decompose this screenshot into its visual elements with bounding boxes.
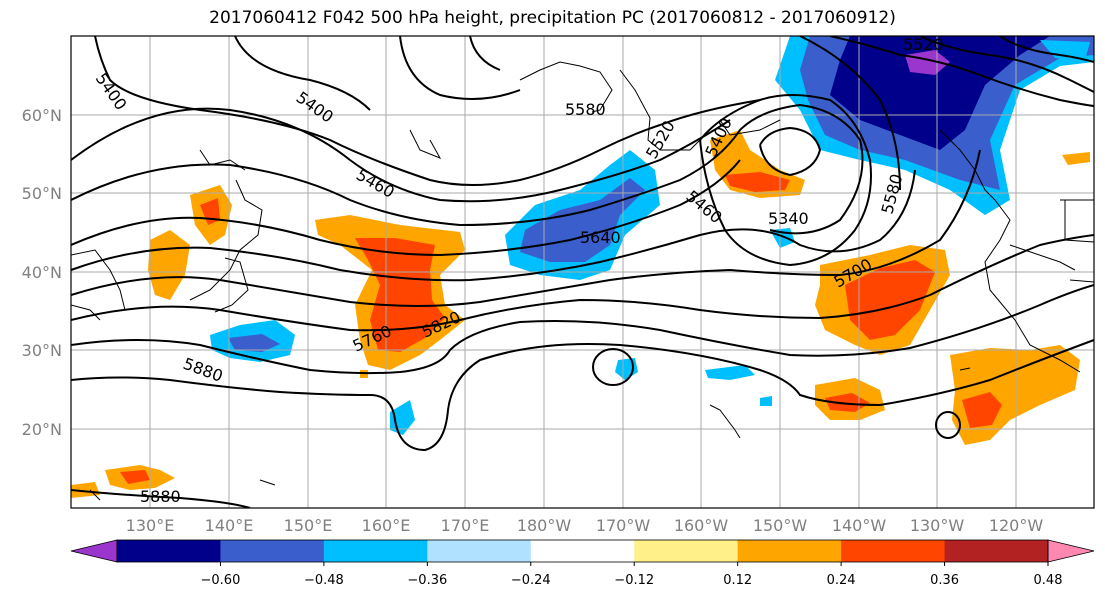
lat-label: 20°N — [22, 420, 62, 439]
map-frame — [70, 35, 1095, 509]
colorbar-tick-label: −0.12 — [614, 573, 654, 588]
colorbar: −0.60 −0.48 −0.36 −0.24 −0.12 0.12 0.24 0.36 0.4… — [70, 539, 1095, 588]
colorbar-tick-label: 0.24 — [827, 573, 856, 588]
lon-label: 130°W — [910, 516, 965, 535]
lon-label: 150°E — [284, 516, 333, 535]
contour-label: 5580 — [565, 100, 606, 119]
colorbar-segment — [737, 540, 842, 562]
colorbar-tick-label: −0.60 — [201, 573, 241, 588]
colorbar-segment — [530, 540, 635, 562]
lon-label: 170°E — [441, 516, 490, 535]
height-contours — [71, 36, 1094, 508]
colorbar-segment — [841, 540, 946, 562]
lon-label: 130°E — [126, 516, 175, 535]
map-title: 2017060412 F042 500 hPa height, precipit… — [209, 8, 896, 28]
colorbar-segment — [944, 540, 1049, 562]
contour-label: 5640 — [580, 228, 621, 247]
colorbar-segment — [117, 540, 221, 562]
colorbar-tick-label: −0.48 — [304, 573, 344, 588]
lat-label: 50°N — [22, 184, 62, 203]
lon-label: 170°W — [596, 516, 651, 535]
contour-label: 5880 — [140, 487, 181, 506]
lat-label: 60°N — [22, 106, 62, 125]
lon-label: 140°E — [205, 516, 254, 535]
colorbar-segment — [220, 540, 325, 562]
colorbar-extend-max — [1047, 539, 1095, 563]
colorbar-frame — [116, 539, 1049, 563]
lon-label: 150°W — [753, 516, 808, 535]
colorbar-segment — [634, 540, 739, 562]
colorbar-tick-label: 0.36 — [930, 573, 959, 588]
colorbar-segment — [323, 540, 428, 562]
longitude-labels: 130°E 140°E 150°E 160°E 170°E 180°W 170°… — [126, 516, 1044, 535]
lat-label: 30°N — [22, 341, 62, 360]
lon-label: 140°W — [832, 516, 887, 535]
colorbar-tick-label: −0.24 — [511, 573, 551, 588]
colorbar-segment — [427, 540, 532, 562]
lon-label: 180°W — [517, 516, 572, 535]
lon-label: 160°W — [674, 516, 729, 535]
colorbar-tick-label: −0.36 — [407, 573, 447, 588]
contour-label: 5520 — [903, 35, 944, 54]
latitude-labels: 60°N 50°N 40°N 30°N 20°N — [22, 106, 62, 439]
colorbar-extend-min — [70, 539, 118, 563]
colorbar-tick-label: 0.12 — [723, 573, 752, 588]
lon-label: 160°E — [362, 516, 411, 535]
contour-label: 5340 — [768, 209, 809, 228]
lon-label: 120°W — [989, 516, 1044, 535]
lat-label: 40°N — [22, 263, 62, 282]
colorbar-tick-label: 0.48 — [1034, 573, 1063, 588]
